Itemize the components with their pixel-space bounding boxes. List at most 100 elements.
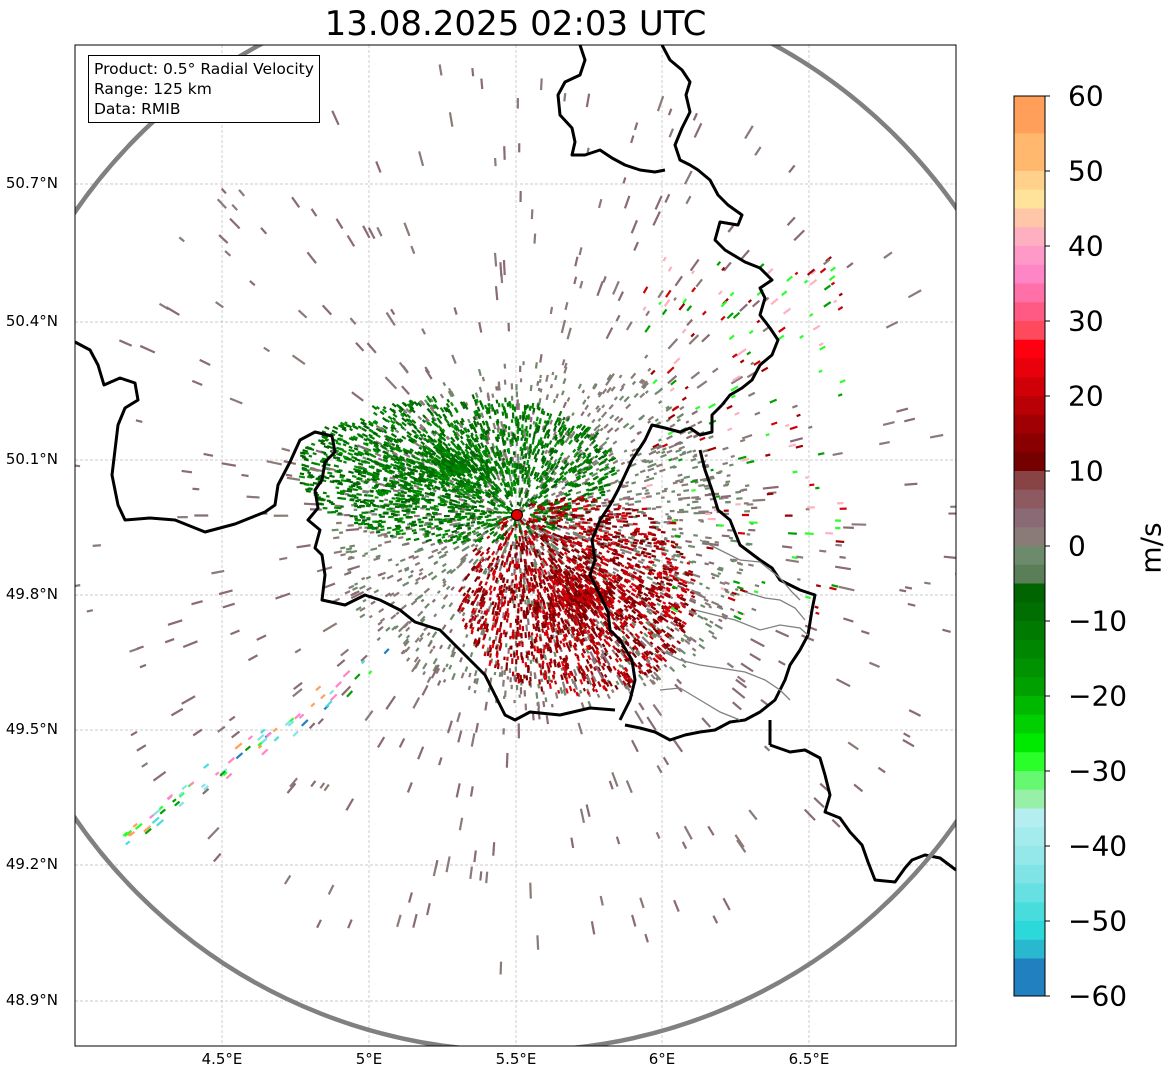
echo-gate xyxy=(543,424,547,430)
echo-gate xyxy=(503,482,508,488)
echo-gate xyxy=(623,449,628,453)
echo-gate xyxy=(387,558,393,562)
echo-gate xyxy=(650,445,658,451)
echo-gate xyxy=(451,529,458,534)
echo-gate xyxy=(477,522,481,525)
echo-gate xyxy=(333,536,340,540)
echo-gate xyxy=(561,359,566,366)
echo-gate xyxy=(660,546,666,550)
echo-gate xyxy=(603,638,609,645)
echo-gate xyxy=(490,491,496,497)
echo-gate xyxy=(441,578,446,582)
echo-gate xyxy=(501,536,506,541)
echo-gate xyxy=(442,679,447,683)
echo-gate xyxy=(655,674,662,681)
echo-gate xyxy=(628,631,634,637)
echo-gate xyxy=(442,441,448,448)
echo-gate xyxy=(655,547,660,551)
echo-gate xyxy=(481,464,486,469)
echo-gate xyxy=(439,445,445,450)
echo-gate xyxy=(539,670,543,676)
echo-gate xyxy=(391,452,399,457)
echo-gate xyxy=(326,445,333,450)
echo-gate xyxy=(501,593,505,599)
echo-gate xyxy=(478,564,483,570)
echo-gate xyxy=(379,617,386,623)
echo-gate xyxy=(631,618,637,624)
echo-gate xyxy=(578,439,584,446)
echo-gate xyxy=(467,463,473,469)
echo-gate xyxy=(491,498,499,504)
echo-gate xyxy=(427,450,434,457)
echo-gate xyxy=(601,643,606,648)
echo-gate xyxy=(478,504,484,508)
echo-gate xyxy=(529,416,533,423)
echo-gate xyxy=(531,402,535,409)
echo-gate xyxy=(444,461,450,467)
echo-gate xyxy=(631,556,637,560)
echo-gate xyxy=(641,550,646,554)
echo-gate xyxy=(563,503,569,507)
echo-gate xyxy=(461,612,466,617)
echo-gate xyxy=(484,431,488,436)
echo-gate xyxy=(572,531,580,536)
echo-gate xyxy=(337,424,344,429)
echo-gate xyxy=(592,618,597,623)
echo-gate xyxy=(553,508,560,512)
echo-gate xyxy=(373,440,379,446)
echo-gate xyxy=(508,506,514,512)
echo-gate xyxy=(560,578,566,584)
echo-gate xyxy=(662,447,667,451)
echo-gate xyxy=(634,473,639,477)
echo-gate xyxy=(486,434,491,441)
echo-gate xyxy=(394,429,400,434)
echo-gate xyxy=(590,500,595,504)
echo-gate xyxy=(537,701,541,709)
echo-gate xyxy=(408,408,413,413)
echo-gate xyxy=(626,682,632,689)
echo-gate xyxy=(525,544,529,550)
echo-gate xyxy=(503,583,507,588)
echo-gate xyxy=(630,438,636,444)
echo-gate xyxy=(625,403,632,410)
echo-gate xyxy=(481,558,485,563)
echo-gate xyxy=(673,601,680,607)
echo-gate xyxy=(439,407,445,413)
echo-gate xyxy=(439,498,446,502)
echo-gate xyxy=(432,645,436,650)
echo-gate xyxy=(354,444,359,449)
echo-gate xyxy=(723,483,729,487)
echo-gate xyxy=(462,534,469,539)
echo-gate xyxy=(422,670,426,676)
echo-gate xyxy=(470,422,475,429)
echo-gate xyxy=(625,627,630,633)
echo-gate xyxy=(458,586,464,593)
echo-gate xyxy=(464,448,470,455)
echo-gate xyxy=(704,601,711,607)
echo-gate xyxy=(653,557,661,563)
echo-gate xyxy=(489,677,493,684)
echo-gate xyxy=(458,468,465,474)
echo-gate xyxy=(431,442,436,446)
echo-gate xyxy=(577,575,583,581)
echo-gate xyxy=(449,468,454,473)
echo-gate xyxy=(665,405,670,410)
echo-gate xyxy=(597,571,603,576)
echo-gate xyxy=(614,640,621,648)
echo-gate xyxy=(626,522,634,526)
echo-gate xyxy=(381,408,388,414)
echo-gate xyxy=(697,420,703,425)
echo-gate xyxy=(480,610,484,615)
echo-gate xyxy=(587,625,592,630)
echo-gate xyxy=(543,654,547,661)
echo-gate xyxy=(472,493,477,497)
echo-gate xyxy=(651,554,657,558)
echo-gate xyxy=(574,602,580,610)
echo-gate xyxy=(429,491,436,496)
echo-gate xyxy=(658,615,664,620)
echo-gate xyxy=(520,497,524,503)
echo-gate xyxy=(473,689,477,694)
echo-gate xyxy=(621,551,626,555)
echo-gate xyxy=(426,477,432,482)
echo-gate xyxy=(445,449,451,456)
